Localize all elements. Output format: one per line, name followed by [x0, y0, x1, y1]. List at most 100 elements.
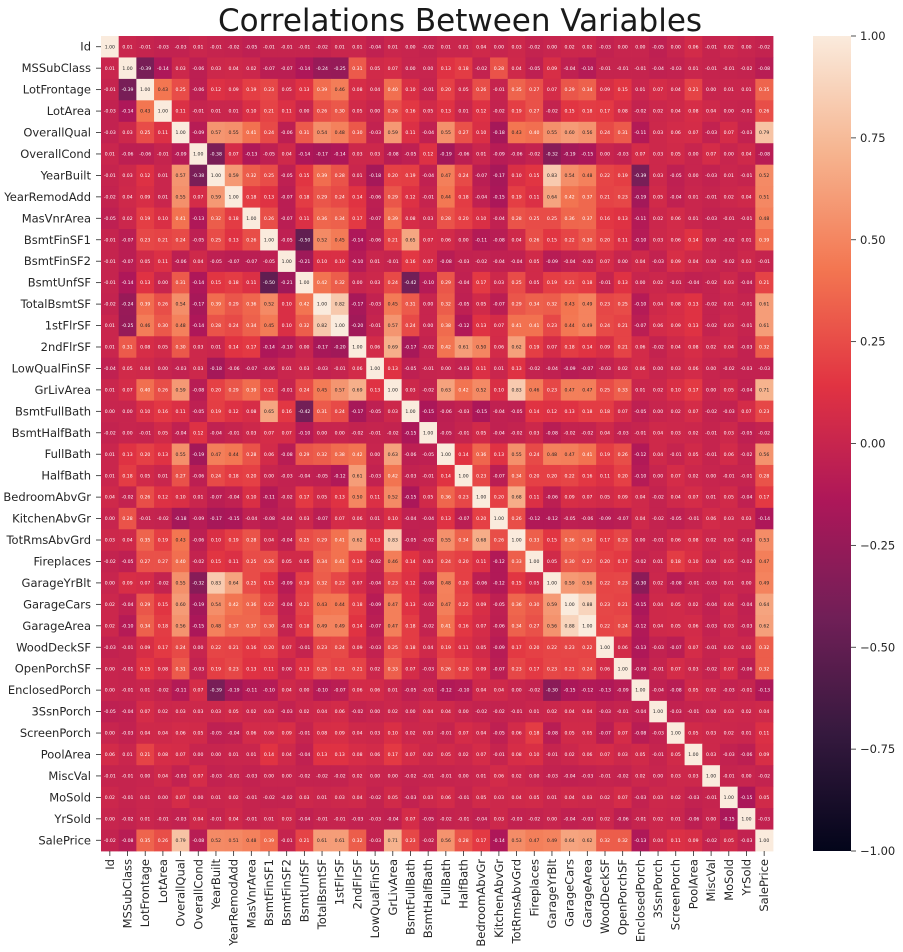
- heatmap-cell: [666, 829, 685, 852]
- heatmap-cell: [260, 57, 279, 80]
- cell-value-label: 1.00: [688, 752, 698, 758]
- cell-value-label: -0.06: [440, 409, 452, 415]
- cell-value-label: 0.05: [671, 623, 681, 629]
- heatmap-cell: [224, 808, 243, 830]
- cell-value-label: -0.02: [157, 516, 169, 522]
- cell-value-label: -0.12: [440, 688, 452, 694]
- heatmap-cell: [649, 657, 668, 680]
- heatmap-cell: [154, 229, 173, 251]
- cell-value-label: 0.29: [317, 538, 327, 544]
- heatmap-cell: [525, 229, 544, 251]
- heatmap-cell: [437, 229, 456, 251]
- heatmap-cell: [525, 507, 544, 530]
- heatmap-cell: [525, 829, 544, 852]
- heatmap-cell: [207, 422, 226, 444]
- cell-value-label: 0.05: [688, 731, 698, 737]
- heatmap-cell: [224, 636, 243, 659]
- heatmap-cell: [277, 229, 296, 251]
- heatmap-cell: [719, 164, 739, 187]
- heatmap-cell: [702, 164, 721, 187]
- heatmap-cell: [118, 207, 137, 230]
- heatmap-cell: [242, 700, 261, 723]
- cell-value-label: -0.03: [723, 688, 735, 694]
- heatmap-cell: [189, 57, 208, 80]
- heatmap-cell: [260, 829, 279, 852]
- heatmap-cell: [207, 207, 226, 230]
- cell-value-label: 0.16: [405, 259, 415, 265]
- heatmap-cell: [543, 786, 562, 809]
- cell-value-label: -0.01: [723, 66, 735, 72]
- cell-value-label: 0.08: [688, 538, 698, 544]
- heatmap-cell: [366, 57, 385, 80]
- cell-value-label: -0.05: [493, 602, 505, 608]
- heatmap-cell: [277, 314, 296, 337]
- cell-value-label: 0.05: [229, 709, 239, 715]
- cell-value-label: 0.19: [229, 538, 239, 544]
- cell-value-label: 0.00: [458, 709, 468, 715]
- cell-value-label: -0.03: [369, 816, 381, 822]
- cell-value-label: 0.01: [264, 816, 274, 822]
- heatmap-cell: [277, 679, 296, 702]
- cell-value-label: 0.07: [229, 152, 239, 158]
- heatmap-cell: [366, 679, 385, 702]
- heatmap-cell: [118, 336, 137, 359]
- heatmap-cell: [207, 78, 226, 101]
- cell-value-label: 0.00: [511, 688, 521, 694]
- heatmap-cell: [631, 78, 650, 101]
- heatmap-cell: [666, 636, 685, 659]
- heatmap-cell: [472, 572, 491, 595]
- heatmap-cell: [401, 57, 420, 80]
- cell-value-label: 0.39: [759, 237, 769, 243]
- heatmap-cell: [419, 657, 438, 680]
- cell-value-label: 0.04: [653, 623, 663, 629]
- cell-value-label: 0.26: [494, 538, 504, 544]
- cell-value-label: -0.12: [634, 452, 646, 458]
- heatmap-cell: [171, 121, 190, 144]
- cell-value-label: 1.00: [122, 66, 132, 72]
- cell-value-label: 0.06: [671, 130, 681, 136]
- cell-value-label: 0.69: [352, 387, 362, 393]
- heatmap-cell: [631, 507, 650, 530]
- heatmap-cell: [560, 422, 579, 444]
- cell-value-label: 0.04: [759, 709, 769, 715]
- heatmap-cell: [260, 636, 279, 659]
- cell-value-label: -0.03: [405, 795, 417, 801]
- cell-value-label: 0.03: [741, 259, 751, 265]
- heatmap-cell: [649, 100, 668, 123]
- cell-value-label: -0.01: [634, 816, 646, 822]
- cell-value-label: -0.07: [493, 473, 505, 479]
- heatmap-cell: [313, 336, 332, 359]
- cell-value-label: 0.03: [706, 752, 716, 758]
- cell-value-label: 0.03: [105, 538, 115, 544]
- heatmap-cell: [543, 100, 562, 123]
- heatmap-cell: [578, 808, 597, 830]
- heatmap-cell: [242, 100, 261, 123]
- cell-value-label: -0.10: [581, 66, 593, 72]
- heatmap-cell: [330, 100, 349, 123]
- cell-value-label: 0.00: [724, 152, 734, 158]
- heatmap-cell: [560, 443, 579, 466]
- heatmap-cell: [154, 636, 173, 659]
- heatmap-cell: [596, 143, 615, 166]
- heatmap-cell: [207, 486, 226, 509]
- heatmap-cell: [171, 357, 190, 380]
- heatmap-cell: [684, 143, 703, 166]
- heatmap-cell: [366, 143, 385, 166]
- heatmap-cell: [684, 550, 703, 573]
- heatmap-cell: [631, 572, 650, 595]
- heatmap-cell: [295, 593, 314, 616]
- cell-value-label: 0.00: [635, 538, 645, 544]
- heatmap-cell: [154, 572, 173, 595]
- heatmap-cell: [419, 164, 438, 187]
- heatmap-cell: [472, 164, 491, 187]
- cell-value-label: -0.01: [104, 237, 116, 243]
- cell-value-label: 0.62: [352, 538, 362, 544]
- heatmap-cell: [472, 786, 491, 809]
- heatmap-cell: [171, 314, 190, 337]
- cell-value-label: -0.08: [546, 430, 558, 436]
- cell-value-label: -0.02: [422, 538, 434, 544]
- heatmap-cell: [295, 186, 314, 208]
- cell-value-label: 0.01: [246, 752, 256, 758]
- heatmap-cell: [171, 743, 190, 766]
- heatmap-cell: [578, 722, 597, 745]
